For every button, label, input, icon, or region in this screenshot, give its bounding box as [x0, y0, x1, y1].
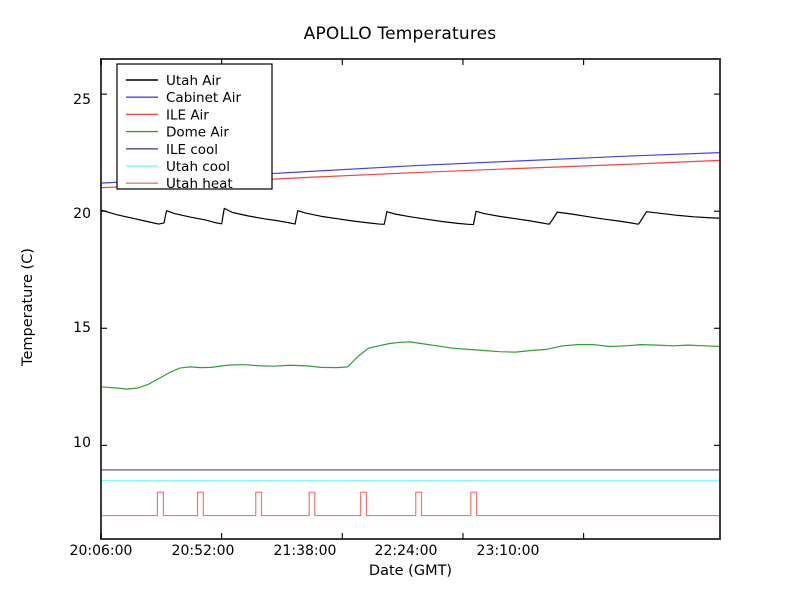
y-tick-label-20: 20 — [73, 206, 91, 222]
axis-tick-marks — [100, 59, 720, 539]
x-tick-label-2: 21:38:00 — [273, 543, 337, 559]
series-layer — [101, 152, 720, 517]
legend-label-cabinet-air: Cabinet Air — [166, 90, 241, 106]
legend-label-ile-air: ILE Air — [166, 107, 209, 123]
y-tick-label-25: 25 — [73, 92, 91, 108]
axis-spines — [100, 58, 721, 540]
legend-label-dome-air: Dome Air — [166, 125, 229, 141]
legend-label-utah-heat: Utah heat — [166, 176, 233, 192]
series-line-dome-air — [101, 341, 720, 390]
y-tick-label-15: 15 — [73, 320, 91, 336]
legend-label-utah-cool: Utah cool — [166, 159, 230, 175]
x-tick-label-0: 20:06:00 — [69, 543, 133, 559]
series-line-utah-heat — [101, 491, 720, 517]
legend-label-utah-air: Utah Air — [166, 73, 221, 89]
x-tick-label-3: 22:24:00 — [374, 543, 438, 559]
chart-title: APOLLO Temperatures — [303, 24, 497, 44]
legend-label-ile-cool: ILE cool — [166, 142, 218, 158]
legend-box — [116, 63, 273, 190]
y-tick-label-10: 10 — [73, 435, 91, 451]
x-axis-label: Date (GMT) — [368, 563, 453, 579]
x-tick-label-1: 20:52:00 — [171, 543, 235, 559]
x-tick-label-4: 23:10:00 — [476, 543, 540, 559]
series-line-utah-air — [101, 207, 720, 226]
